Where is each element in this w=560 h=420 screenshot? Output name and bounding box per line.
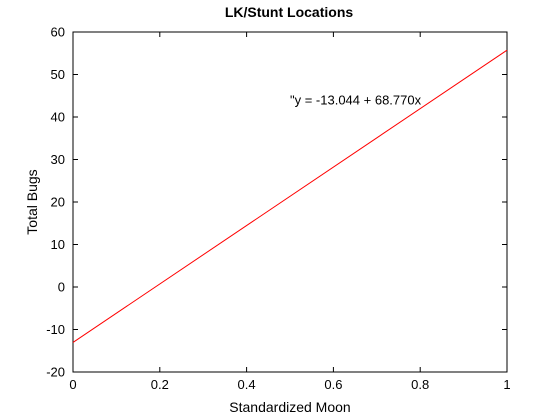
x-axis: 0 0.2 0.4 0.6 0.8 1 — [69, 32, 511, 392]
chart-title: LK/Stunt Locations — [225, 4, 354, 20]
x-axis-label: Standardized Moon — [229, 399, 350, 415]
x-tick-label: 0 — [69, 377, 76, 392]
x-tick-label: 0.2 — [151, 377, 169, 392]
series-layer — [72, 49, 508, 343]
x-tick-label: 1 — [503, 377, 510, 392]
y-tick-label: 0 — [58, 280, 65, 295]
y-tick-label: 10 — [51, 237, 65, 252]
y-axis-label: Total Bugs — [24, 169, 40, 234]
x-tick-label: 0.6 — [324, 377, 342, 392]
y-tick-label: 40 — [51, 110, 65, 125]
y-tick-label: -20 — [46, 365, 65, 380]
y-tick-label: -10 — [46, 322, 65, 337]
y-tick-label: 60 — [51, 25, 65, 40]
series-line-fit — [72, 49, 508, 343]
y-axis: -20 -10 0 10 20 30 40 50 60 — [46, 25, 507, 380]
y-tick-label: 30 — [51, 152, 65, 167]
plot-frame — [72, 31, 508, 373]
x-tick-label: 0.4 — [238, 377, 256, 392]
x-tick-label: 0.8 — [411, 377, 429, 392]
y-tick-label: 20 — [51, 195, 65, 210]
regression-equation: "y = -13.044 + 68.770x — [290, 93, 422, 108]
y-tick-label: 50 — [51, 67, 65, 82]
